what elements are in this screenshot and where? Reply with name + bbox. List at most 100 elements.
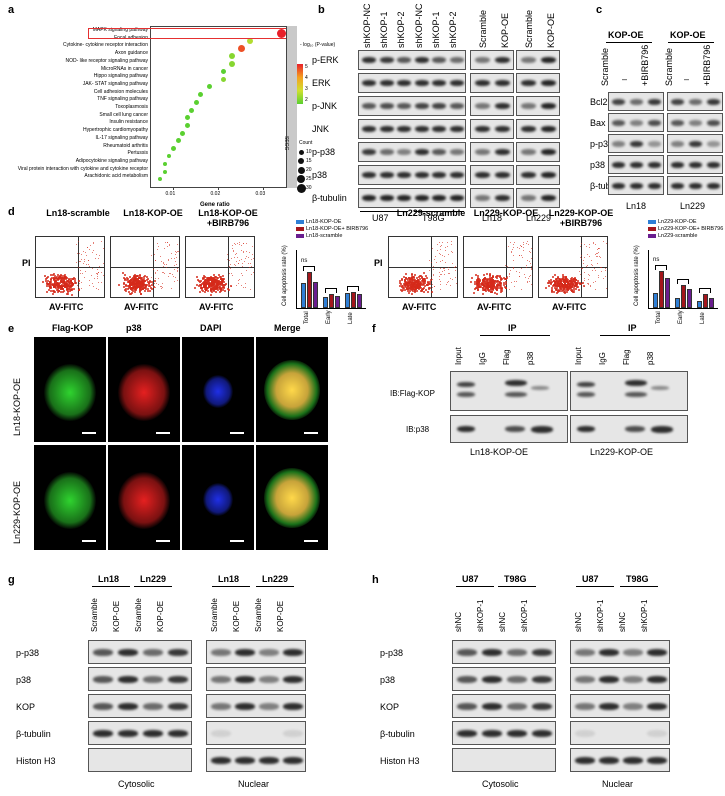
count-legend-dot: [297, 166, 305, 174]
protein-band: [623, 703, 643, 710]
event-dot: [440, 273, 442, 275]
protein-band: [362, 126, 376, 132]
event-dot: [237, 242, 239, 244]
event-dot: [559, 286, 562, 289]
event-dot: [222, 280, 225, 283]
lane-label: +BIRB796: [640, 44, 650, 86]
event-dot: [490, 282, 493, 285]
event-dot: [136, 281, 139, 284]
event-dot: [71, 288, 74, 291]
event-dot: [238, 263, 240, 265]
event-dot: [234, 264, 236, 266]
protein-band: [521, 126, 536, 132]
event-dot: [214, 279, 217, 282]
event-dot: [62, 290, 65, 293]
event-dot: [83, 261, 85, 263]
event-dot: [406, 290, 409, 293]
event-dot: [574, 277, 577, 280]
event-dot: [208, 285, 211, 288]
protein-band: [495, 103, 510, 109]
protein-band: [449, 126, 464, 132]
event-dot: [67, 277, 70, 280]
protein-band: [575, 757, 595, 764]
event-dot: [556, 279, 559, 282]
event-dot: [146, 280, 149, 283]
protein-band: [630, 141, 643, 147]
event-dot: [252, 258, 254, 260]
event-dot: [486, 279, 489, 282]
event-dot: [496, 276, 499, 279]
event-dot: [417, 288, 420, 291]
protein-band: [630, 162, 643, 168]
row-label: ERK: [312, 78, 331, 88]
event-dot: [139, 286, 142, 289]
event-dot: [216, 289, 219, 292]
event-dot: [595, 255, 597, 257]
lane-label: IgG: [598, 352, 607, 365]
event-dot: [478, 279, 481, 282]
event-dot: [481, 279, 484, 282]
event-dot: [152, 269, 154, 271]
protein-band: [495, 126, 510, 132]
event-dot: [492, 284, 495, 287]
protein-band: [168, 703, 188, 710]
event-dot: [201, 276, 204, 279]
event-dot: [582, 260, 584, 262]
enrichment-dot: [158, 177, 162, 182]
event-dot: [526, 243, 528, 245]
event-dot: [250, 263, 252, 265]
event-dot: [421, 277, 424, 280]
bar: [675, 297, 680, 308]
event-dot: [125, 289, 127, 292]
event-dot: [237, 256, 239, 258]
western-blot-strip: [452, 667, 556, 691]
event-dot: [215, 284, 218, 287]
scale-bar: [230, 540, 244, 542]
event-dot: [500, 285, 503, 288]
lane-label: shKOP-1: [640, 599, 649, 632]
event-dot: [571, 280, 574, 283]
event-dot: [243, 251, 245, 253]
group-underline: [212, 586, 250, 587]
event-dot: [510, 251, 512, 253]
event-dot: [65, 289, 68, 292]
bar: [351, 291, 356, 308]
lane-label: Scramble: [664, 47, 674, 86]
event-dot: [44, 280, 47, 283]
event-dot: [449, 285, 451, 287]
protein-band: [414, 172, 429, 178]
event-dot: [554, 283, 557, 286]
event-dot: [572, 289, 575, 292]
event-dot: [482, 273, 485, 276]
event-dot: [140, 284, 143, 287]
event-dot: [238, 278, 240, 280]
event-dot: [447, 246, 449, 248]
event-dot: [150, 287, 153, 290]
event-dot: [547, 281, 550, 284]
event-dot: [213, 288, 216, 291]
event-dot: [132, 286, 135, 289]
event-dot: [163, 266, 165, 268]
event-dot: [571, 286, 574, 289]
event-dot: [139, 280, 142, 282]
event-dot: [485, 273, 488, 276]
event-dot: [128, 286, 131, 289]
event-dot: [58, 276, 61, 279]
event-dot: [404, 283, 407, 286]
event-dot: [49, 280, 52, 283]
protein-band: [651, 426, 673, 433]
event-dot: [595, 288, 597, 290]
event-dot: [210, 285, 213, 288]
event-dot: [130, 286, 133, 289]
event-dot: [132, 277, 135, 280]
event-dot: [439, 260, 441, 262]
event-dot: [497, 275, 500, 278]
event-dot: [203, 275, 206, 278]
event-dot: [433, 266, 435, 268]
event-dot: [55, 283, 58, 286]
protein-band: [707, 141, 720, 147]
protein-band: [397, 126, 411, 132]
event-dot: [455, 277, 457, 279]
event-dot: [220, 289, 223, 292]
event-dot: [426, 291, 429, 294]
